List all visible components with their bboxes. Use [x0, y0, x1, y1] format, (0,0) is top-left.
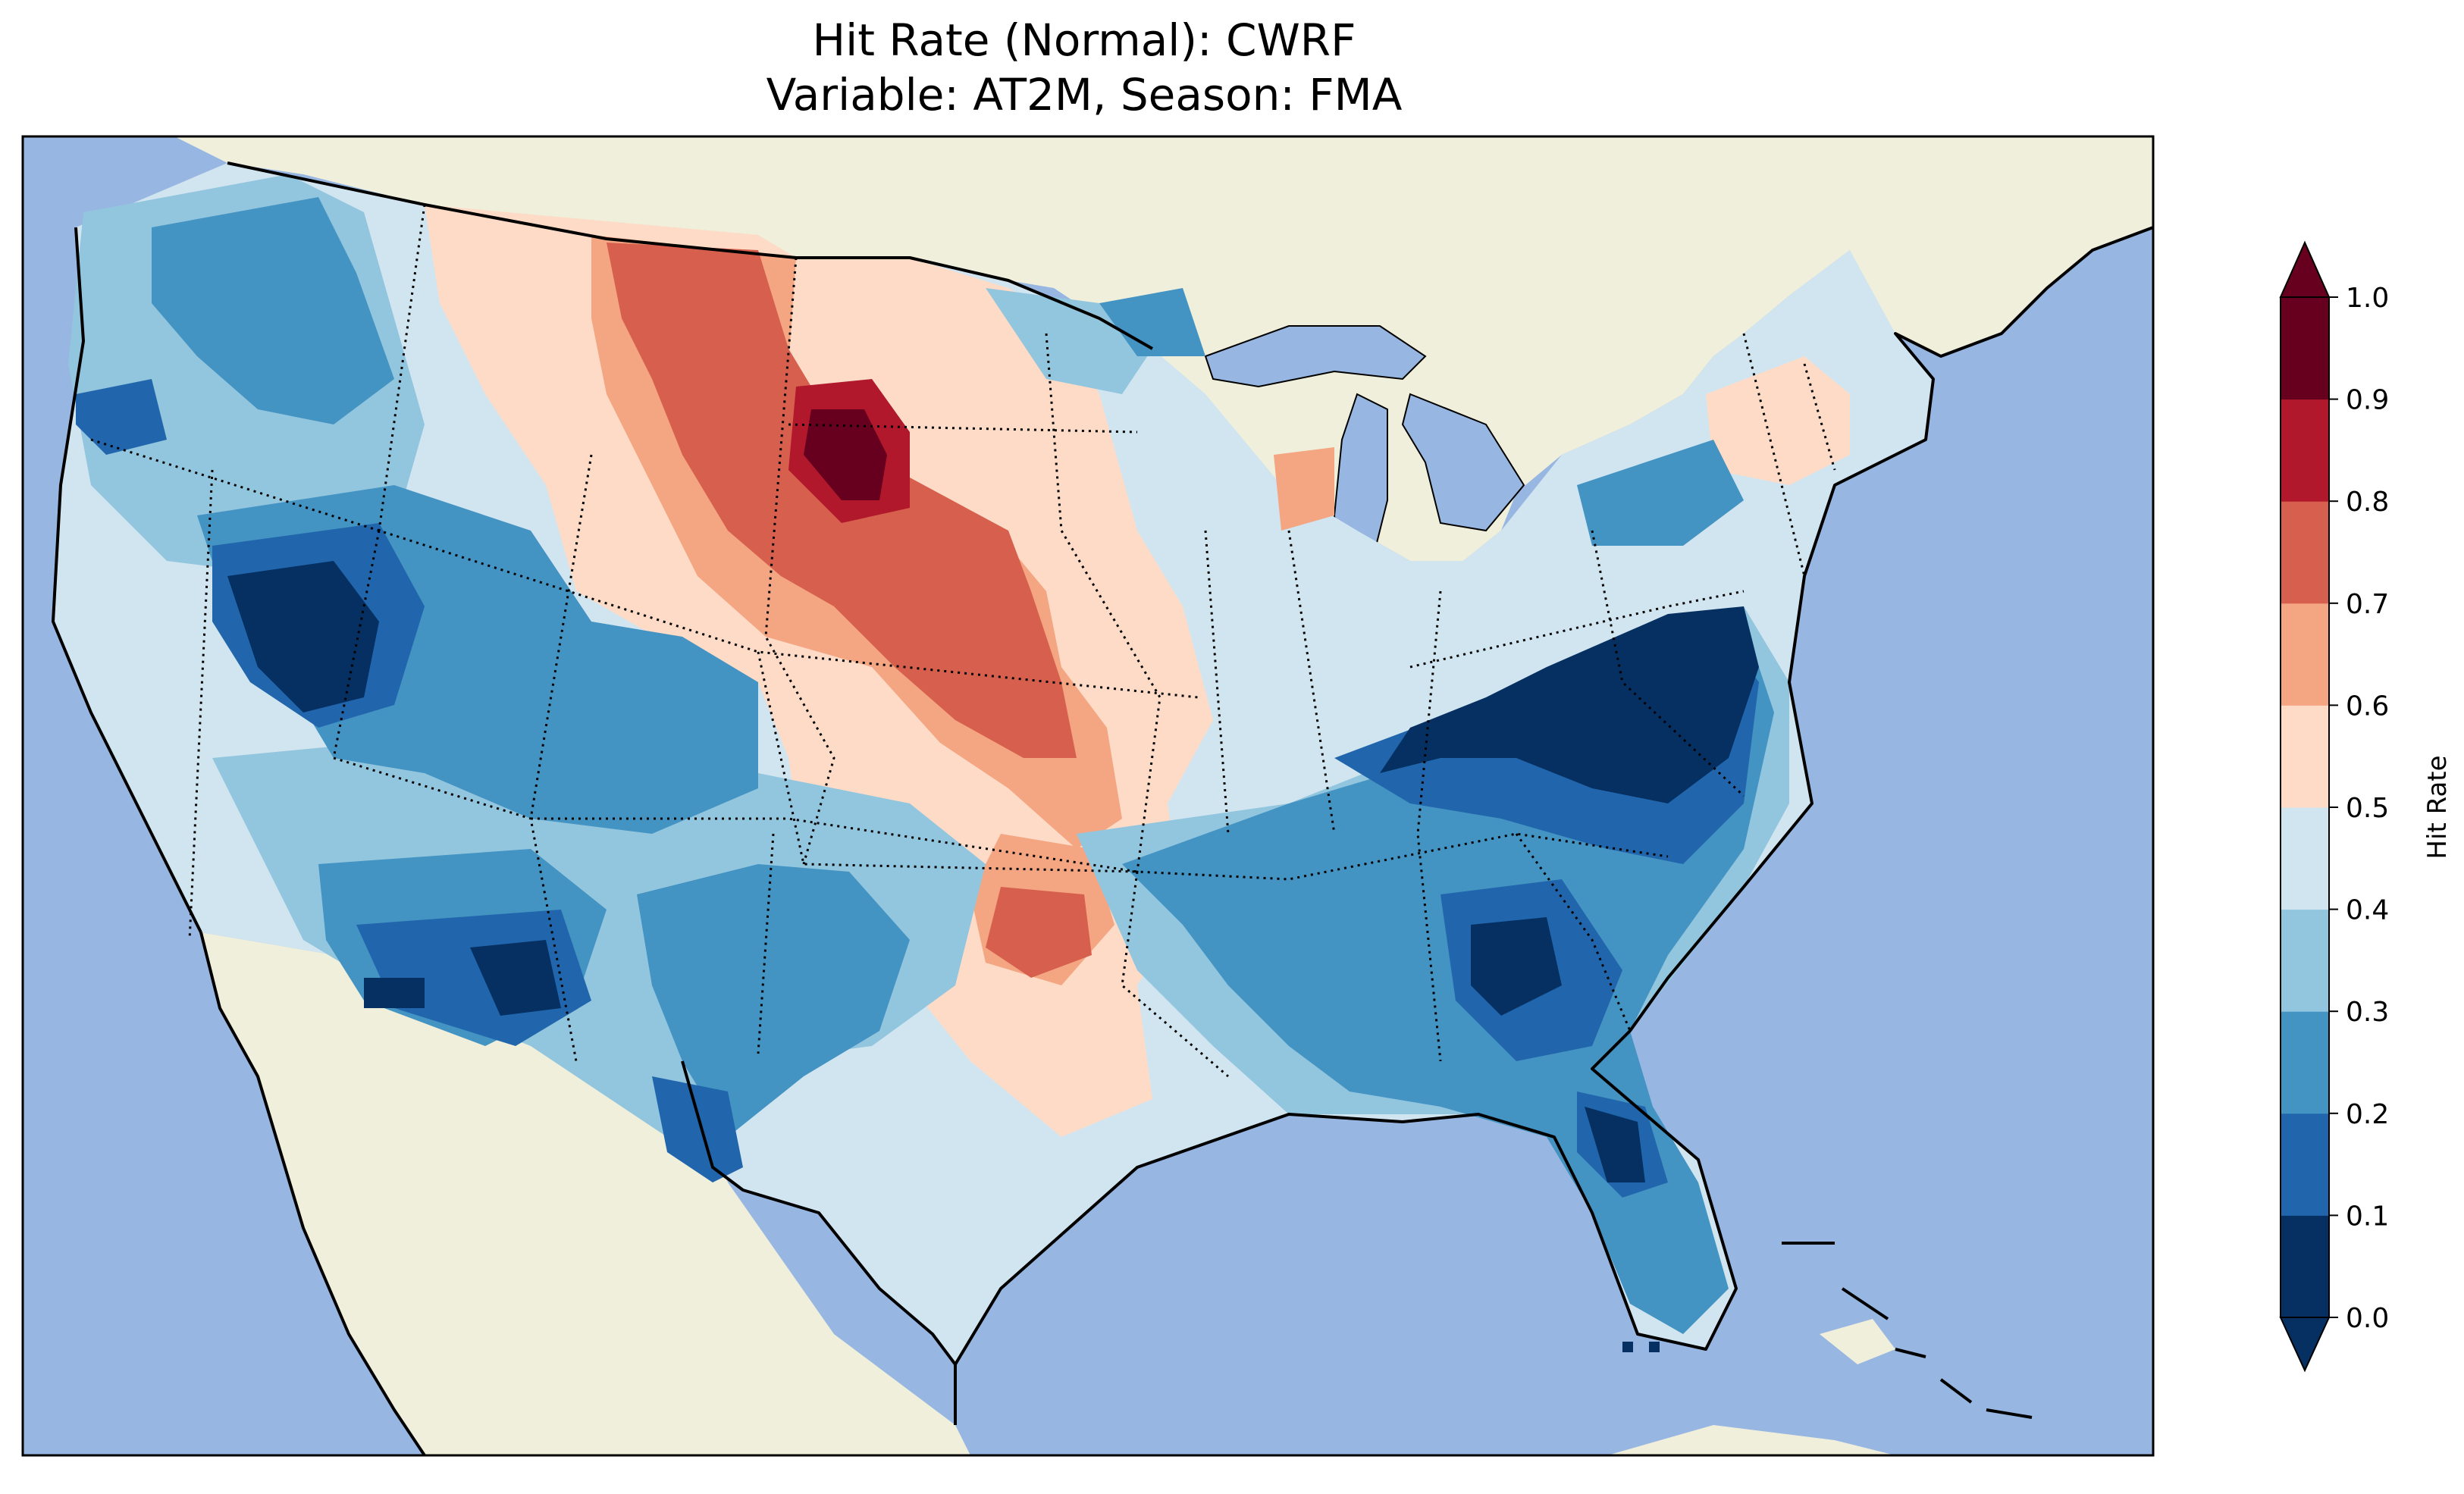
- colorbar-segment: [2281, 399, 2329, 502]
- colorbar-over-triangle: [2279, 240, 2331, 298]
- field-region-03a: [152, 197, 394, 424]
- field-region-ne-pink: [1706, 356, 1850, 485]
- colorbar-under-triangle: [2279, 1317, 2331, 1373]
- colorbar-tick-label: 0.3: [2346, 997, 2389, 1028]
- coastlines: [52, 161, 2153, 1455]
- lake-superior: [1204, 325, 1427, 388]
- colorbar-segment: [2281, 1113, 2329, 1216]
- lake-huron: [1401, 393, 1525, 532]
- map-title: Hit Rate (Normal): CWRF: [812, 14, 1356, 66]
- colorbar-segment: [2281, 603, 2329, 706]
- colorbar-tick-label: 0.6: [2346, 691, 2389, 722]
- colorbar-ticks: 0.0 0.1 0.2 0.3 0.4 0.5 0.6 0.7 0.8 0.9 1.0: [2329, 283, 2389, 1334]
- colorbar-tick-label: 1.0: [2346, 283, 2389, 314]
- colorbar-segment: [2281, 807, 2329, 910]
- field-region-03d: [637, 864, 910, 1137]
- field-region-01b: [1380, 606, 1759, 803]
- field-region-02g: [652, 1076, 743, 1182]
- colorbar-segments: [2281, 297, 2329, 1318]
- colorbar-tick-label: 0.8: [2346, 487, 2389, 518]
- canada-east-land: [1850, 136, 2153, 356]
- field-region-02a: [76, 379, 167, 455]
- field-region-01a: [227, 561, 379, 713]
- colorbar-segment: [2281, 705, 2329, 808]
- mexico-land: [201, 932, 970, 1455]
- field-region-10: [804, 409, 887, 500]
- field-region-01c: [1471, 917, 1562, 1016]
- colorbar-label: Hit Rate: [2422, 755, 2453, 859]
- colorbar-tick-label: 0.7: [2346, 589, 2389, 620]
- field-region-03g: [1577, 440, 1744, 546]
- state-boundaries: [90, 204, 1836, 1078]
- field-region-ok-red: [986, 887, 1092, 978]
- colorbar-tick-label: 0.4: [2346, 895, 2389, 926]
- field-region-01d: [1585, 1107, 1645, 1182]
- yucatan-land: [1607, 1425, 1895, 1455]
- field-region-01f: [364, 978, 425, 1008]
- colorbar-segment: [2281, 1011, 2329, 1114]
- field-region-mi-pink: [1274, 447, 1334, 531]
- hit-rate-field: [53, 163, 1933, 1364]
- colorbar-tick-label: 0.1: [2346, 1201, 2389, 1232]
- colorbar-segment: [2281, 501, 2329, 604]
- field-region-01e: [470, 940, 561, 1016]
- colorbar-tick-label: 0.2: [2346, 1099, 2389, 1130]
- cuba-land: [1820, 1319, 1895, 1364]
- map-subtitle: Variable: AT2M, Season: FMA: [766, 69, 1403, 121]
- map-frame: [21, 135, 2155, 1457]
- caribbean-islands: [1782, 1242, 2033, 1419]
- colorbar-segment: [2281, 1215, 2329, 1318]
- colorbar-segment: [2281, 297, 2329, 400]
- colorbar-segment: [2281, 909, 2329, 1012]
- islands: [1622, 1342, 1660, 1352]
- colorbar-tick-label: 0.5: [2346, 793, 2389, 824]
- colorbar-tick-label: 0.0: [2346, 1303, 2389, 1334]
- field-region-03f: [1099, 288, 1205, 356]
- colorbar-tick-label: 0.9: [2346, 385, 2389, 416]
